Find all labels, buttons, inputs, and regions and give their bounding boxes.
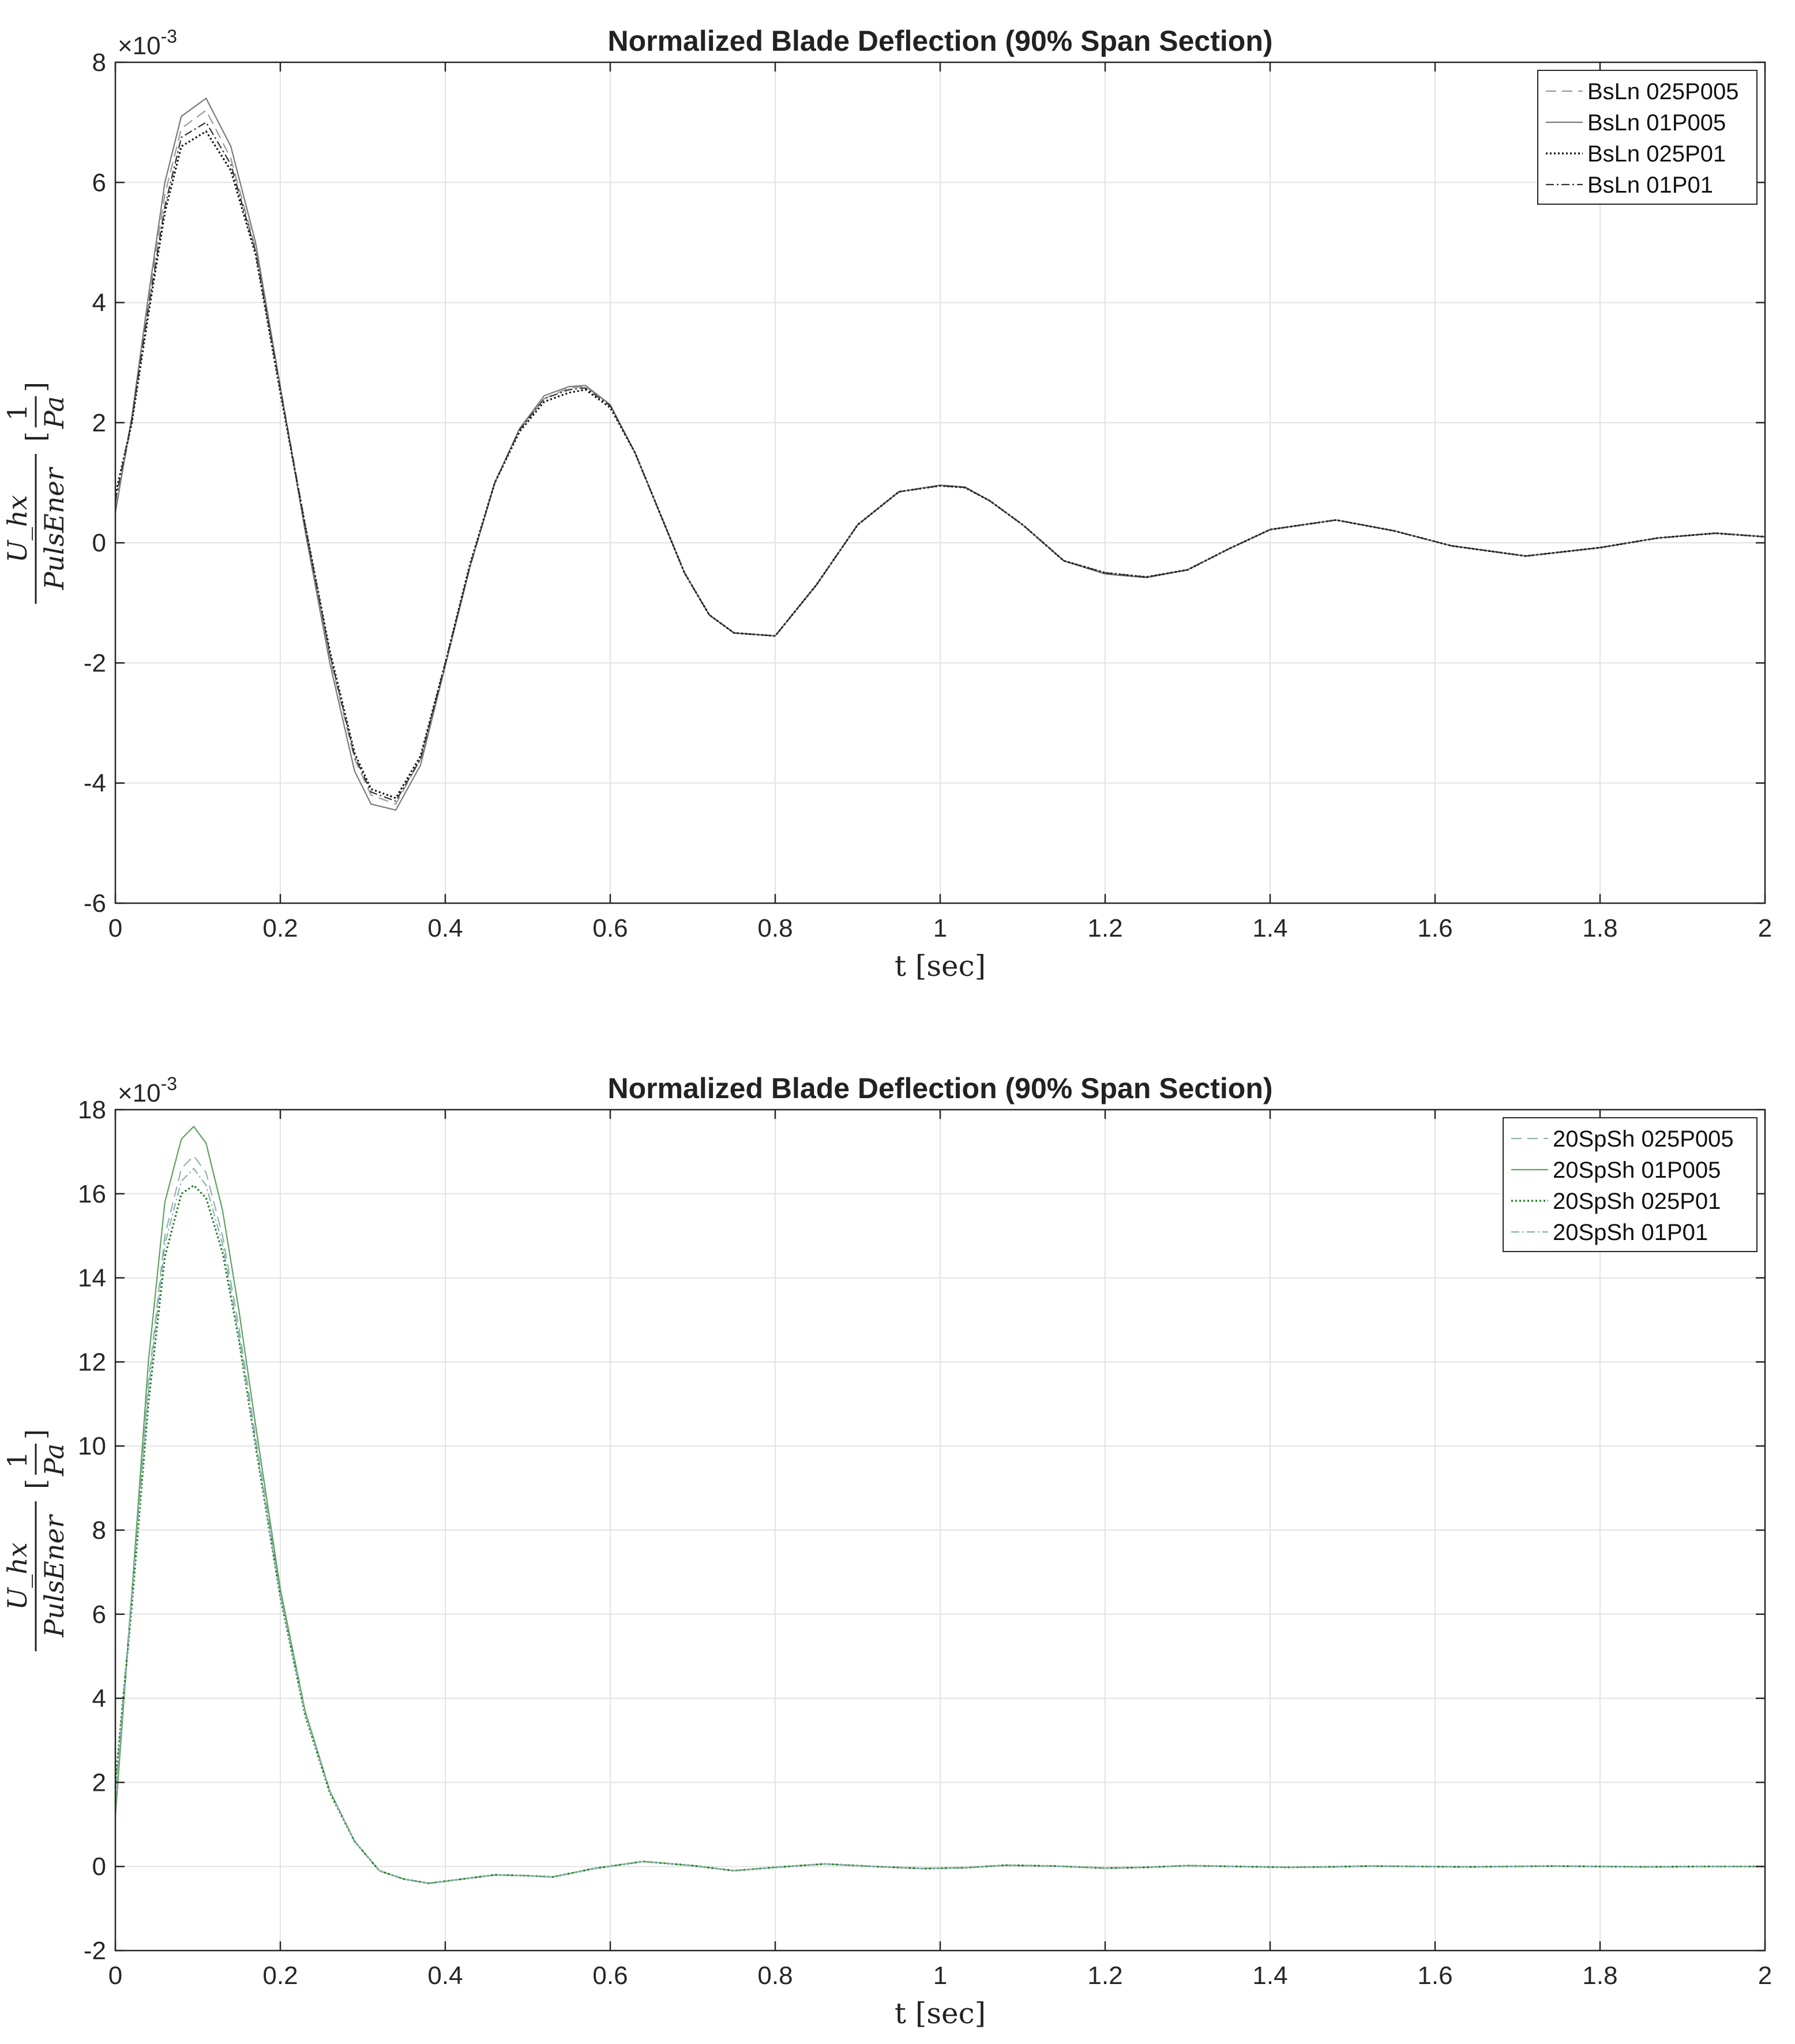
y-tick-label: 2	[92, 409, 106, 437]
x-tick-label: 1.8	[1582, 914, 1617, 942]
x-tick-label: 0	[108, 1962, 122, 1990]
y-tick-label: -2	[84, 1937, 106, 1965]
x-tick-label: 1.4	[1252, 914, 1287, 942]
y-tick-label: 8	[92, 48, 106, 77]
series-line-1	[115, 1155, 1765, 1884]
chart-1: 0 0.2 0.4 0.6 0.8 1 1.2 1.4 1.6 1.8 2 -6 -4 -2 0 2 4 6 8 ×1…	[2, 25, 1772, 983]
y-tick-label: 4	[92, 289, 106, 317]
series-line-4	[115, 122, 1765, 802]
y-tick-label: 0	[92, 529, 106, 557]
x-tick-label: 0.4	[427, 1962, 463, 1990]
y-tick-label: 8	[92, 1516, 106, 1545]
y-label-unit-denominator: Pa	[39, 396, 70, 429]
y-tick-label: 18	[78, 1096, 106, 1124]
x-tick-label: 1	[933, 1962, 947, 1990]
legend-entry: BsLn 01P005	[1587, 110, 1726, 136]
x-tick-label: 0.8	[757, 914, 793, 942]
series-line-4	[115, 1168, 1765, 1884]
chart-title: Normalized Blade Deflection (90% Span Se…	[607, 1072, 1272, 1104]
x-tick-label: 0.6	[592, 914, 628, 942]
y-tick-label: -6	[84, 889, 106, 918]
y-tick-label: 6	[92, 1600, 106, 1629]
y-tick-label: 16	[78, 1180, 106, 1208]
legend: 20SpSh 025P005 20SpSh 01P005 20SpSh 025P01…	[1503, 1117, 1758, 1252]
x-axis-label: t [sec]	[895, 949, 986, 983]
x-tick-label: 1.8	[1582, 1962, 1617, 1990]
y-tick-label: 10	[78, 1432, 106, 1460]
series-line-3	[115, 130, 1765, 799]
x-tick-label: 0.2	[262, 1962, 298, 1990]
legend-entry: 20SpSh 01P01	[1553, 1220, 1708, 1245]
y-label-numerator: U_hx	[2, 1542, 33, 1610]
x-tick-label: 0.8	[757, 1962, 793, 1990]
x-tick-label: 1.6	[1417, 1962, 1452, 1990]
x-tick-label: 0.6	[592, 1962, 628, 1990]
y-tick-label: 12	[78, 1348, 106, 1376]
y-label-unit-denominator: Pa	[39, 1444, 70, 1476]
y-label-unit-numerator: 1	[2, 1451, 33, 1468]
y-tick-label: 4	[92, 1685, 106, 1713]
legend-entry: 20SpSh 025P005	[1553, 1126, 1734, 1152]
x-axis-label: t [sec]	[895, 1997, 986, 2030]
legend-box	[1503, 1117, 1758, 1252]
legend-entry: BsLn 025P01	[1587, 141, 1726, 167]
y-tick-label: -2	[84, 649, 106, 677]
y-label-unit-numerator: 1	[2, 404, 33, 420]
chart-2: 0 0.2 0.4 0.6 0.8 1 1.2 1.4 1.6 1.8 2-202468101214…	[2, 1072, 1772, 2030]
y-tick-label: 6	[92, 168, 106, 197]
x-tick-label: 1.2	[1087, 914, 1122, 942]
y-exponent-label: ×10-3	[118, 1073, 177, 1107]
y-label-bracket-close: ]	[20, 382, 51, 392]
x-tick-label: 1	[933, 914, 947, 942]
y-label-denominator: PulsEner	[39, 466, 70, 590]
y-label-numerator: U_hx	[2, 495, 33, 562]
x-tick-label: 0.2	[262, 914, 298, 942]
x-tick-label: 2	[1758, 914, 1772, 942]
y-label-bracket-close: ]	[20, 1429, 51, 1440]
y-tick-label: -4	[84, 769, 106, 798]
y-label-denominator: PulsEner	[39, 1513, 70, 1637]
chart-title: Normalized Blade Deflection (90% Span Se…	[607, 25, 1272, 57]
y-label-bracket-open: [	[20, 1479, 51, 1489]
x-tick-label: 1.6	[1417, 914, 1452, 942]
y-exponent-label: ×10-3	[118, 26, 177, 60]
x-tick-label: 1.2	[1087, 1962, 1122, 1990]
legend-entry: 20SpSh 01P005	[1553, 1158, 1721, 1183]
legend-box	[1537, 70, 1758, 205]
legend-entry: 20SpSh 025P01	[1553, 1189, 1721, 1214]
y-axis-label: U_hx PulsEner [1 Pa]	[2, 1429, 70, 1651]
y-tick-label: 0	[92, 1853, 106, 1881]
x-tick-label: 1.4	[1252, 1962, 1287, 1990]
x-tick-label: 0.4	[427, 914, 463, 942]
y-label-bracket-open: [	[20, 431, 51, 442]
legend: BsLn 025P005 BsLn 01P005 BsLn 025P01 BsLn 0…	[1537, 70, 1758, 205]
x-tick-label: 2	[1758, 1962, 1772, 1990]
legend-entry: BsLn 025P005	[1587, 79, 1738, 104]
y-axis-label: U_hx PulsEner [1 Pa]	[2, 382, 70, 604]
y-tick-label: 2	[92, 1768, 106, 1797]
x-tick-label: 0	[108, 914, 122, 942]
legend-entry: BsLn 01P01	[1587, 172, 1713, 198]
y-tick-label: 14	[78, 1264, 106, 1292]
